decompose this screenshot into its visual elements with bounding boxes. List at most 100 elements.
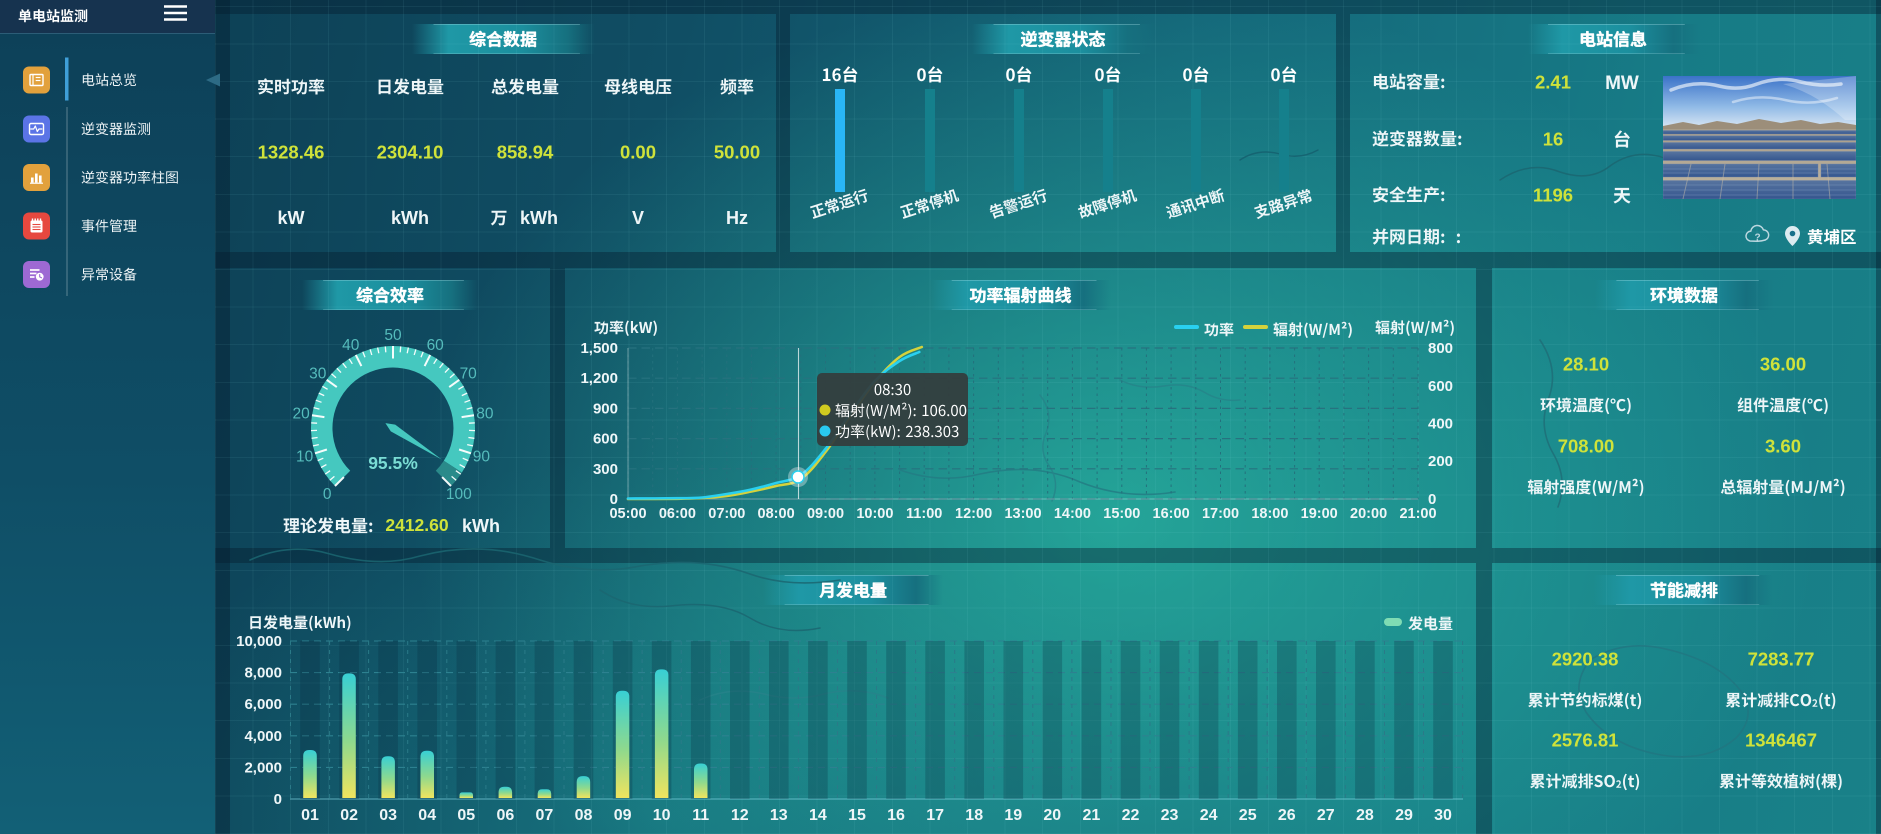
svg-text:2304.10: 2304.10: [377, 142, 444, 163]
svg-text:1,200: 1,200: [580, 370, 618, 387]
svg-text:15: 15: [848, 807, 866, 824]
svg-text:21:00: 21:00: [1399, 506, 1436, 522]
svg-text:Hz: Hz: [726, 208, 748, 228]
svg-text:27: 27: [1317, 807, 1335, 824]
svg-text:kWh: kWh: [391, 208, 429, 228]
svg-text:70: 70: [460, 365, 478, 382]
svg-text:09:00: 09:00: [807, 506, 844, 522]
svg-text:02: 02: [340, 807, 358, 824]
svg-text:19:00: 19:00: [1301, 506, 1338, 522]
svg-text:3.60: 3.60: [1765, 436, 1801, 457]
svg-text:2.41: 2.41: [1535, 72, 1571, 93]
svg-text:09: 09: [614, 807, 632, 824]
svg-text:30: 30: [309, 365, 327, 382]
svg-text:07: 07: [536, 807, 554, 824]
svg-text:95.5%: 95.5%: [368, 453, 418, 473]
svg-text:1328.46: 1328.46: [258, 142, 325, 163]
svg-text:1346467: 1346467: [1745, 730, 1817, 751]
svg-text:01: 01: [301, 807, 319, 824]
svg-text:600: 600: [1428, 378, 1453, 395]
svg-text:100: 100: [446, 486, 472, 503]
svg-text:400: 400: [1428, 416, 1453, 433]
svg-text:11:00: 11:00: [906, 506, 942, 522]
svg-text:08: 08: [575, 807, 593, 824]
svg-text:90: 90: [473, 449, 491, 466]
svg-text:10: 10: [296, 449, 314, 466]
svg-text:08:00: 08:00: [758, 506, 795, 522]
svg-text:18: 18: [965, 807, 983, 824]
svg-text:0: 0: [610, 491, 618, 508]
svg-text:11: 11: [692, 807, 709, 824]
svg-text:708.00: 708.00: [1558, 436, 1615, 457]
svg-text:20: 20: [292, 406, 310, 423]
svg-text:7283.77: 7283.77: [1748, 649, 1815, 670]
svg-text:17: 17: [926, 807, 944, 824]
svg-text:14:00: 14:00: [1054, 506, 1091, 522]
svg-text:24: 24: [1200, 807, 1218, 824]
svg-text:0.00: 0.00: [620, 142, 656, 163]
svg-text:?: ?: [1754, 233, 1760, 244]
svg-text:14: 14: [809, 807, 827, 824]
svg-text:900: 900: [593, 400, 618, 417]
svg-text:17:00: 17:00: [1202, 506, 1239, 522]
svg-text:03: 03: [379, 807, 397, 824]
svg-text:MW: MW: [1605, 73, 1639, 94]
svg-text:36.00: 36.00: [1760, 354, 1806, 375]
svg-text:16: 16: [887, 807, 905, 824]
svg-text:23: 23: [1161, 807, 1179, 824]
svg-text:10:00: 10:00: [856, 506, 893, 522]
svg-text:06: 06: [497, 807, 515, 824]
svg-text:800: 800: [1428, 340, 1453, 357]
svg-text:2412.60: 2412.60: [385, 515, 449, 535]
svg-text:05:00: 05:00: [609, 506, 646, 522]
svg-text:21: 21: [1083, 807, 1101, 824]
svg-text:18:00: 18:00: [1251, 506, 1288, 522]
svg-text:2920.38: 2920.38: [1552, 649, 1619, 670]
svg-text:50.00: 50.00: [714, 142, 760, 163]
svg-text:22: 22: [1122, 807, 1140, 824]
svg-text:28.10: 28.10: [1563, 354, 1609, 375]
svg-text:1196: 1196: [1533, 185, 1573, 206]
svg-text:04: 04: [418, 807, 436, 824]
svg-text:30: 30: [1434, 807, 1452, 824]
svg-text:200: 200: [1428, 453, 1453, 470]
svg-text:kWh: kWh: [520, 208, 558, 228]
svg-text:1,500: 1,500: [580, 340, 618, 357]
svg-text:13: 13: [770, 807, 788, 824]
svg-text:07:00: 07:00: [708, 506, 745, 522]
svg-text:20: 20: [1043, 807, 1061, 824]
svg-text:kW: kW: [278, 208, 305, 228]
svg-text:25: 25: [1239, 807, 1257, 824]
svg-text:28: 28: [1356, 807, 1374, 824]
svg-text:29: 29: [1395, 807, 1413, 824]
svg-text:60: 60: [427, 337, 445, 354]
svg-text:16:00: 16:00: [1153, 506, 1190, 522]
svg-text:8,000: 8,000: [244, 665, 282, 682]
svg-text:300: 300: [593, 461, 618, 478]
svg-text:2576.81: 2576.81: [1552, 730, 1619, 751]
svg-text:V: V: [632, 208, 644, 228]
svg-text:kWh: kWh: [462, 516, 500, 536]
svg-text:50: 50: [384, 327, 402, 344]
svg-text:600: 600: [593, 431, 618, 448]
svg-text:12: 12: [731, 807, 749, 824]
svg-text:10,000: 10,000: [236, 633, 282, 650]
svg-text:15:00: 15:00: [1103, 506, 1140, 522]
svg-text:13:00: 13:00: [1004, 506, 1041, 522]
svg-text:2,000: 2,000: [244, 759, 282, 776]
svg-text:0: 0: [323, 486, 332, 503]
svg-text:20:00: 20:00: [1350, 506, 1387, 522]
svg-text:10: 10: [653, 807, 671, 824]
svg-text:06:00: 06:00: [659, 506, 696, 522]
svg-text:858.94: 858.94: [497, 142, 554, 163]
svg-text:6,000: 6,000: [244, 696, 282, 713]
svg-text:12:00: 12:00: [955, 506, 992, 522]
svg-text:0: 0: [274, 791, 282, 808]
svg-text:26: 26: [1278, 807, 1296, 824]
svg-text:40: 40: [342, 337, 360, 354]
svg-text:05: 05: [457, 807, 475, 824]
svg-text:16: 16: [1543, 129, 1564, 150]
svg-text:4,000: 4,000: [244, 728, 282, 745]
svg-text:0: 0: [1428, 491, 1436, 508]
svg-text:80: 80: [476, 406, 494, 423]
